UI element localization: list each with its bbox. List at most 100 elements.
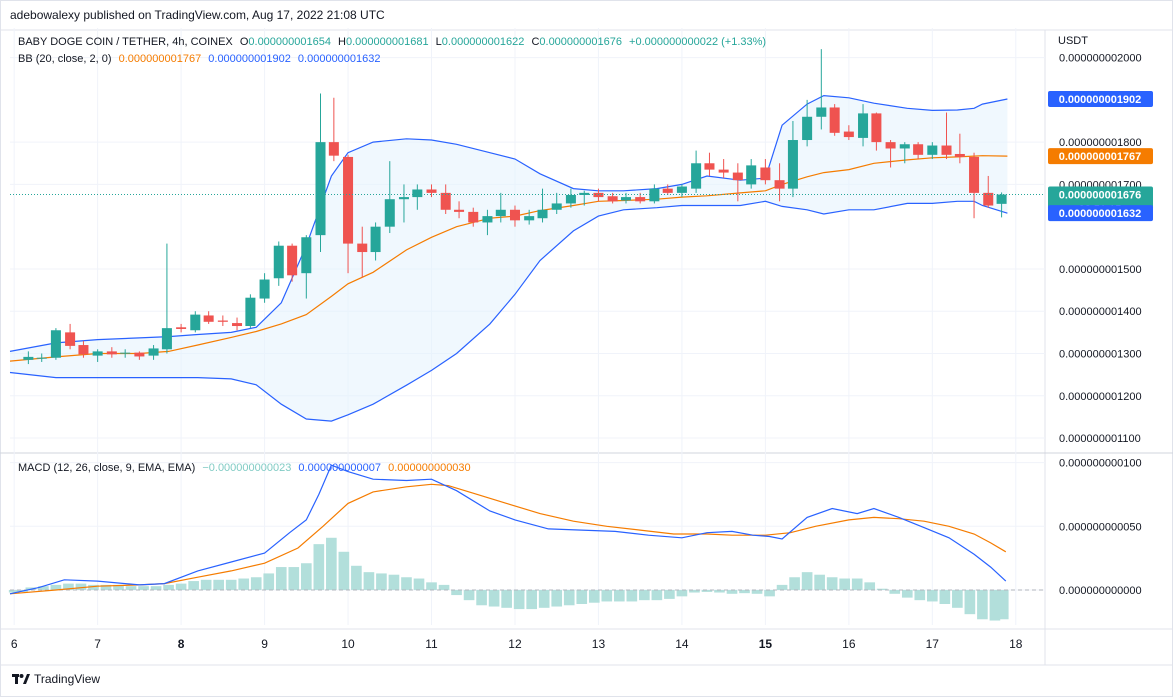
candle[interactable] — [732, 163, 743, 202]
candle[interactable] — [36, 353, 47, 362]
candle[interactable] — [134, 351, 145, 360]
candle-body — [273, 245, 284, 279]
candle[interactable] — [969, 152, 980, 219]
candle[interactable] — [203, 311, 214, 324]
candle[interactable] — [913, 142, 924, 160]
candle[interactable] — [551, 192, 562, 215]
candle[interactable] — [148, 345, 159, 360]
macd-histogram-bar — [989, 589, 1001, 621]
candle[interactable] — [370, 222, 381, 261]
candle[interactable] — [426, 184, 437, 198]
candle-body — [691, 163, 702, 189]
candle[interactable] — [885, 140, 896, 168]
tradingview-logo[interactable]: TradingView — [12, 672, 100, 686]
bb-lower-value: 0.000000001632 — [297, 53, 381, 65]
candle[interactable] — [649, 184, 660, 204]
candle[interactable] — [412, 184, 423, 210]
macd-lines — [9, 464, 1007, 595]
candle[interactable] — [941, 112, 952, 160]
candle[interactable] — [927, 142, 938, 160]
candle[interactable] — [858, 104, 869, 147]
candle-body — [871, 113, 882, 143]
candle[interactable] — [579, 190, 590, 206]
macd-histogram-bar — [213, 579, 224, 590]
macd-histogram-bar — [701, 589, 713, 592]
candle[interactable] — [343, 154, 354, 274]
candle[interactable] — [899, 142, 910, 164]
candle[interactable] — [120, 349, 131, 358]
macd-histogram-bar — [563, 589, 575, 606]
candle[interactable] — [774, 163, 785, 202]
candle[interactable] — [802, 99, 813, 147]
candle-body — [148, 348, 159, 356]
candle[interactable] — [746, 159, 757, 189]
candle[interactable] — [23, 351, 34, 365]
candle[interactable] — [468, 207, 479, 227]
candle[interactable] — [704, 152, 715, 176]
candle[interactable] — [217, 315, 228, 327]
candle[interactable] — [78, 340, 89, 358]
candle[interactable] — [190, 311, 201, 333]
candle[interactable] — [607, 192, 618, 204]
macd-histogram-bar — [476, 589, 487, 606]
candle[interactable] — [357, 226, 368, 278]
candle[interactable] — [954, 133, 965, 164]
candle[interactable] — [454, 201, 465, 219]
candle[interactable] — [384, 161, 395, 234]
macd-histogram-bar — [576, 589, 588, 604]
bb-fill — [10, 95, 1008, 422]
candle[interactable] — [398, 184, 409, 223]
candle[interactable] — [843, 125, 854, 141]
candle[interactable] — [92, 349, 103, 362]
candle[interactable] — [176, 323, 187, 333]
bb-lower-badge-bg — [1048, 205, 1153, 222]
candle[interactable] — [259, 273, 270, 303]
tradingview-brand: TradingView — [34, 672, 101, 686]
candle[interactable] — [245, 294, 256, 329]
candle[interactable] — [787, 121, 798, 198]
candle[interactable] — [65, 323, 76, 350]
candle[interactable] — [232, 317, 243, 331]
candle[interactable] — [301, 235, 312, 299]
candle[interactable] — [273, 241, 284, 286]
candle[interactable] — [871, 112, 882, 151]
candle[interactable] — [287, 243, 298, 282]
candle[interactable] — [816, 49, 827, 130]
macd-histogram-bar — [751, 589, 763, 594]
symbol-title: BABY DOGE COIN / TETHER, 4h, COINEX — [18, 36, 233, 48]
candle-body — [245, 297, 256, 327]
candle[interactable] — [691, 150, 702, 193]
candle[interactable] — [524, 209, 535, 225]
candle[interactable] — [983, 175, 994, 208]
candle[interactable] — [565, 188, 576, 208]
candle-body — [328, 142, 339, 156]
candle[interactable] — [537, 188, 548, 223]
macd-histogram-bar — [275, 567, 287, 590]
candle[interactable] — [50, 328, 61, 360]
candle[interactable] — [996, 192, 1007, 218]
macd-histogram-bar — [38, 586, 49, 590]
candle[interactable] — [676, 184, 687, 198]
macd-histogram-bar — [88, 584, 99, 590]
candle-body — [843, 131, 854, 138]
price-axis: USDT 0.000000002000 0.000000001800 0.000000… — [1058, 35, 1142, 445]
candle[interactable] — [315, 93, 326, 253]
candle[interactable] — [328, 97, 339, 162]
candle[interactable] — [509, 205, 520, 227]
macd-axis-tick: 0.000000000050 — [1059, 521, 1142, 533]
candle[interactable] — [760, 159, 771, 185]
candle[interactable] — [829, 104, 840, 136]
candle[interactable] — [662, 184, 673, 195]
candle[interactable] — [718, 159, 729, 179]
candle[interactable] — [495, 192, 506, 223]
candle[interactable] — [440, 184, 451, 215]
candle[interactable] — [161, 243, 172, 354]
candle-body — [620, 197, 632, 201]
candle-body — [78, 345, 89, 355]
candle-body — [92, 351, 103, 356]
macd-histogram-bar — [175, 583, 187, 590]
candle[interactable] — [482, 209, 493, 236]
candle[interactable] — [106, 347, 117, 358]
candle-body — [524, 216, 535, 221]
